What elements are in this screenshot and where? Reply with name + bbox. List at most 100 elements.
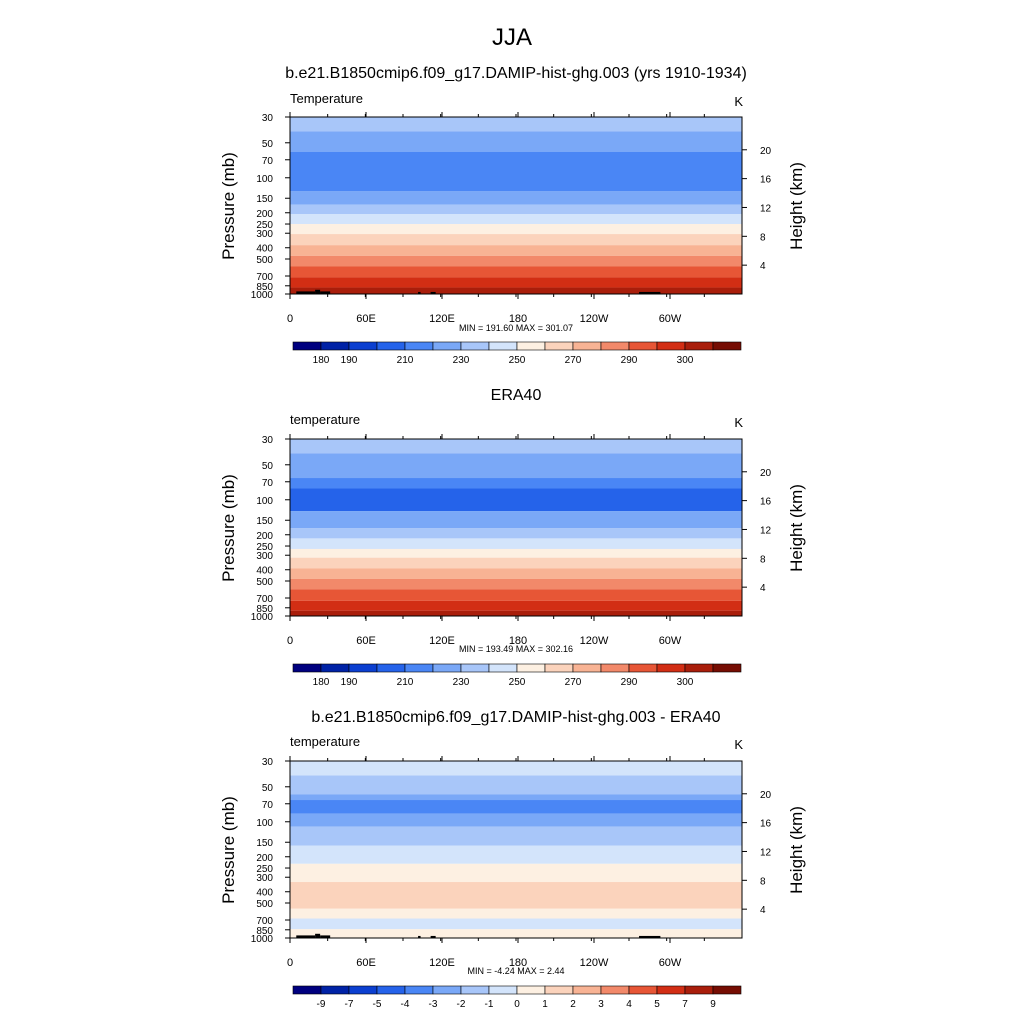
- pressure-tick-label-70: 70: [262, 478, 274, 489]
- colorbar-label-1: 190: [341, 355, 358, 366]
- colorbar-label-0: 180: [313, 677, 330, 688]
- contour-band-4: [290, 813, 742, 827]
- colorbar-swatch-10: [572, 985, 602, 995]
- contour-band-8: [290, 882, 742, 909]
- pressure-tick-label-100: 100: [256, 818, 273, 829]
- contour-band-4: [290, 511, 742, 529]
- panel-1-y2-axis-label: Height (km): [787, 162, 806, 250]
- colorbar-swatch-15: [712, 341, 742, 351]
- pressure-tick-label-850: 850: [256, 926, 273, 937]
- colorbar-swatch-4: [404, 663, 434, 673]
- colorbar-swatch-0: [292, 985, 322, 995]
- contour-band-6: [290, 845, 742, 864]
- contour-band-5: [290, 528, 742, 539]
- contour-band-5: [290, 826, 742, 846]
- colorbar-label-3: 230: [453, 677, 470, 688]
- colorbar-swatch-6: [460, 663, 490, 673]
- pressure-tick-label-200: 200: [256, 209, 273, 220]
- panel-3-y-axis-label: Pressure (mb): [219, 796, 238, 904]
- colorbar-label-1: -7: [345, 999, 354, 1010]
- colorbar-swatch-0: [292, 341, 322, 351]
- colorbar-swatch-9: [544, 341, 574, 351]
- colorbar-label-10: 3: [598, 999, 604, 1010]
- colorbar-swatch-7: [488, 985, 518, 995]
- colorbar-swatch-2: [348, 985, 378, 995]
- colorbar-swatch-10: [572, 663, 602, 673]
- pressure-tick-label-100: 100: [256, 496, 273, 507]
- lon-tick-label-1: 60E: [356, 635, 376, 647]
- contour-band-11: [290, 589, 742, 601]
- pressure-tick-label-1000: 1000: [251, 612, 274, 623]
- contour-band-2: [290, 151, 742, 192]
- panel-3-y2-axis-label: Height (km): [787, 806, 806, 894]
- colorbar-label-4: -3: [429, 999, 438, 1010]
- lon-tick-label-5: 60W: [659, 635, 682, 647]
- colorbar-swatch-7: [488, 341, 518, 351]
- height-tick-label-12: 12: [760, 203, 772, 214]
- colorbar-swatch-10: [572, 341, 602, 351]
- topography-mask-3: [418, 935, 421, 938]
- contour-band-7: [290, 863, 742, 883]
- colorbar-label-5: 270: [565, 355, 582, 366]
- colorbar-swatch-3: [376, 663, 406, 673]
- pressure-tick-label-400: 400: [256, 888, 273, 899]
- colorbar-swatch-14: [684, 341, 714, 351]
- pressure-tick-label-250: 250: [256, 220, 273, 231]
- colorbar-swatch-13: [656, 985, 686, 995]
- contour-band-1: [290, 131, 742, 152]
- colorbar-label-12: 5: [654, 999, 660, 1010]
- colorbar-label-5: -2: [457, 999, 466, 1010]
- colorbar-label-6: 290: [621, 355, 638, 366]
- colorbar-swatch-13: [656, 341, 686, 351]
- pressure-tick-label-30: 30: [262, 757, 274, 768]
- contour-band-9: [290, 568, 742, 579]
- pressure-tick-label-30: 30: [262, 435, 274, 446]
- contour-band-3: [290, 488, 742, 512]
- contour-band-10: [290, 918, 742, 930]
- panel-3-title: b.e21.B1850cmip6.f09_g17.DAMIP-hist-ghg.…: [311, 709, 720, 726]
- colorbar-label-2: 210: [397, 677, 414, 688]
- panel-1-y-axis-label: Pressure (mb): [219, 152, 238, 260]
- panel-2-y2-axis-label: Height (km): [787, 484, 806, 572]
- height-tick-label-8: 8: [760, 554, 766, 565]
- colorbar-swatch-2: [348, 663, 378, 673]
- pressure-tick-label-150: 150: [256, 516, 273, 527]
- lon-tick-label-0: 0: [287, 313, 293, 325]
- colorbar-label-0: 180: [313, 355, 330, 366]
- colorbar-label-3: 230: [453, 355, 470, 366]
- topography-mask-3: [418, 291, 421, 294]
- colorbar-swatch-14: [684, 985, 714, 995]
- panel-2-y-axis-label: Pressure (mb): [219, 474, 238, 582]
- panel-2-title: ERA40: [491, 387, 542, 404]
- height-tick-label-16: 16: [760, 819, 772, 830]
- contour-band-0: [290, 117, 742, 132]
- pressure-tick-label-850: 850: [256, 604, 273, 615]
- pressure-tick-label-250: 250: [256, 864, 273, 875]
- contour-band-3: [290, 800, 742, 814]
- pressure-tick-label-300: 300: [256, 551, 273, 562]
- colorbar-swatch-13: [656, 663, 686, 673]
- pressure-tick-label-50: 50: [262, 461, 274, 472]
- contour-band-1: [290, 775, 742, 795]
- colorbar-label-5: 270: [565, 677, 582, 688]
- pressure-tick-label-400: 400: [256, 244, 273, 255]
- contour-band-8: [290, 245, 742, 256]
- height-tick-label-8: 8: [760, 876, 766, 887]
- topography-mask-2: [320, 291, 331, 294]
- colorbar-swatch-15: [712, 663, 742, 673]
- colorbar-swatch-8: [516, 341, 546, 351]
- pressure-tick-label-1000: 1000: [251, 290, 274, 301]
- contour-band-7: [290, 234, 742, 246]
- topography-mask-0: [296, 291, 316, 294]
- colorbar-label-2: -5: [373, 999, 382, 1010]
- colorbar-label-9: 2: [570, 999, 576, 1010]
- contour-band-11: [290, 277, 742, 288]
- panel-1-units: K: [734, 94, 743, 109]
- topography-mask-1: [315, 289, 321, 294]
- pressure-tick-label-700: 700: [256, 272, 273, 283]
- colorbar-swatch-9: [544, 985, 574, 995]
- contour-band-0: [290, 439, 742, 454]
- topography-mask-4: [430, 291, 436, 294]
